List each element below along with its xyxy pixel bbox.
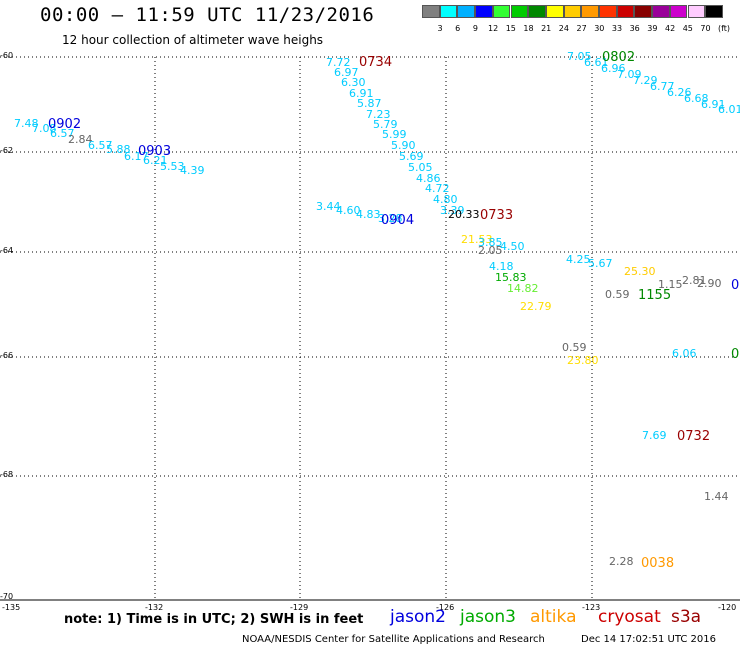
pass-time-label: 0038 xyxy=(641,556,674,571)
satellite-name-altika: altika xyxy=(530,607,577,627)
wave-height-value: 22.79 xyxy=(520,300,552,313)
latitude-tick-label: -60 xyxy=(0,51,13,60)
pass-time-label: 0734 xyxy=(359,55,392,70)
pass-time-label: 1155 xyxy=(638,288,671,303)
wave-height-value: 6.01 xyxy=(718,103,740,116)
generation-timestamp: Dec 14 17:02:51 UTC 2016 xyxy=(581,634,716,645)
longitude-tick-label: -132 xyxy=(145,603,163,612)
latitude-tick-label: -66 xyxy=(0,351,13,360)
wave-height-value: 6.06 xyxy=(672,347,697,360)
wave-height-value: 23.80 xyxy=(567,354,599,367)
pass-time-label: 0732 xyxy=(677,429,710,444)
wave-height-value: 4.39 xyxy=(180,164,205,177)
wave-height-map: 7.726.976.306.915.877.235.795.995.905.69… xyxy=(0,0,740,605)
satellite-name-jason2: jason2 xyxy=(390,607,446,627)
wave-height-value: 0.59 xyxy=(562,341,587,354)
wave-height-value: 20.33 xyxy=(448,208,480,221)
wave-height-value: 4.83 xyxy=(356,208,381,221)
wave-height-value: 2.90 xyxy=(697,277,722,290)
longitude-tick-label: -120 xyxy=(718,603,736,612)
latitude-tick-label: -62 xyxy=(0,146,13,155)
credit-line: NOAA/NESDIS Center for Satellite Applica… xyxy=(242,634,545,645)
wave-height-value: 2.05 xyxy=(478,244,503,257)
pass-time-label: 0 xyxy=(731,347,739,362)
latitude-tick-label: -68 xyxy=(0,470,13,479)
wave-height-value: 1.44 xyxy=(704,490,729,503)
pass-time-label: 0802 xyxy=(602,50,635,65)
longitude-tick-label: -129 xyxy=(290,603,308,612)
pass-time-label: 0 xyxy=(731,278,739,293)
pass-time-label: 0902 xyxy=(48,117,81,132)
wave-height-value: 0.59 xyxy=(605,288,630,301)
longitude-tick-label: -135 xyxy=(2,603,20,612)
satellite-name-s3a: s3a xyxy=(671,607,701,627)
pass-time-label: 0904 xyxy=(381,213,414,228)
footer-note: note: 1) Time is in UTC; 2) SWH is in fe… xyxy=(64,612,363,627)
wave-height-value: 7.69 xyxy=(642,429,667,442)
wave-height-value: 2.28 xyxy=(609,555,634,568)
satellite-name-jason3: jason3 xyxy=(460,607,516,627)
wave-height-value: 4.50 xyxy=(500,240,525,253)
wave-height-value: 5.67 xyxy=(588,257,613,270)
latitude-tick-label: -64 xyxy=(0,246,13,255)
wave-height-value: 4.25 xyxy=(566,253,591,266)
wave-height-value: 14.82 xyxy=(507,282,539,295)
pass-time-label: 0733 xyxy=(480,208,513,223)
latitude-tick-label: -70 xyxy=(0,592,13,601)
satellite-name-cryosat: cryosat xyxy=(598,607,661,627)
wave-height-value: 25.30 xyxy=(624,265,656,278)
pass-time-label: 0903 xyxy=(138,144,171,159)
